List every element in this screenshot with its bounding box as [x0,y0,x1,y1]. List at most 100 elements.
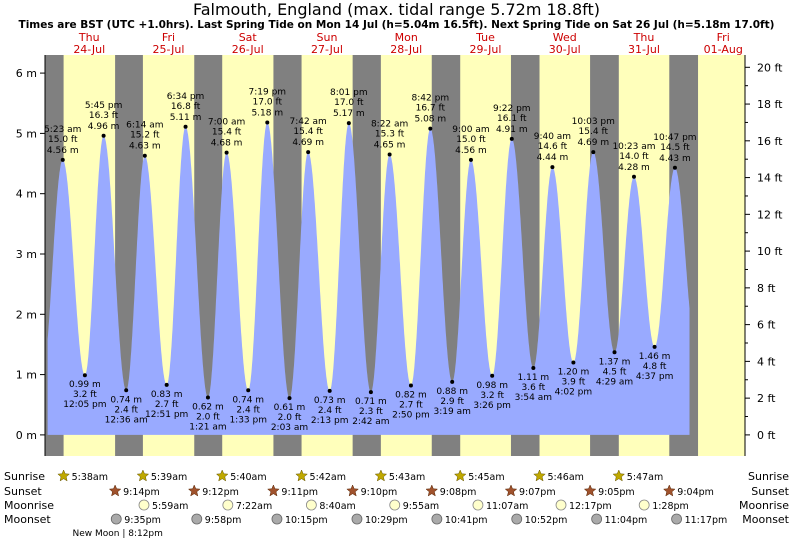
tide-time-label: 4:29 am [596,377,633,387]
moonset-icon [591,513,603,525]
sunset-time: 9:04pm [677,487,714,498]
tide-m-label: 4.91 m [496,125,528,135]
right-axis-label: 20 ft [757,61,783,74]
date-label: 26-Jul [232,43,264,56]
tide-ft-label: 15.4 ft [293,127,323,137]
row-label-left: Sunset [4,485,42,498]
tide-ft-label: 14.0 ft [619,152,649,162]
sunrise-time: 5:39am [151,472,187,483]
tide-m-label: 1.20 m [558,368,590,378]
tide-point [571,360,576,365]
sunset-time: 9:11pm [281,487,318,498]
row-label-left: Sunrise [4,470,45,483]
tide-time-label: 5:23 am [44,125,81,135]
row-label-left: Moonrise [4,499,54,512]
date-label: 30-Jul [549,43,581,56]
tide-ft-label: 16.8 ft [171,102,201,112]
date-label: 29-Jul [470,43,502,56]
moonrise-icon [305,499,317,511]
tide-ft-label: 3.9 ft [562,378,586,388]
sunrise-icon [215,469,229,482]
sunset-icon [267,484,280,497]
tide-point [509,136,514,141]
moonset-icon [431,513,443,525]
sunset-time: 9:12pm [202,487,239,498]
sunset-icon [108,484,122,497]
tide-time-label: 2:03 am [271,423,308,433]
day-of-week-label: Fri [717,31,730,44]
moonrise-time: 7:22am [236,501,272,512]
moonrise-icon [638,499,650,511]
tide-time-label: 2:50 pm [392,410,430,420]
moonset-time: 10:41pm [445,515,488,526]
left-axis-label: 6 m [16,67,37,80]
tide-point [101,133,106,138]
row-label-right: Moonset [742,513,789,526]
tide-point [550,165,555,170]
tide-ft-label: 2.7 ft [155,400,179,410]
tide-ft-label: 16.1 ft [497,114,527,124]
day-of-week-label: Fri [162,31,175,44]
tide-m-label: 0.88 m [436,387,468,397]
moonset-time: 11:04pm [605,515,648,526]
tide-ft-label: 17.0 ft [334,98,364,108]
sunrise-time: 5:46am [548,472,584,483]
moonrise-time: 1:28pm [652,501,689,512]
sunrise-icon [374,469,388,482]
sunrise-time: 5:45am [468,472,504,483]
day-of-week-label: Wed [553,31,577,44]
moonset-time: 10:52pm [525,515,568,526]
tide-ft-label: 3.2 ft [73,390,97,400]
tide-point [60,157,65,162]
sunrise-icon [533,469,546,482]
new-moon-label: New Moon | 8:12pm [72,529,162,539]
tide-point [368,390,373,395]
tide-point [387,152,392,157]
tide-time-label: 3:26 pm [473,401,511,411]
sunset-time: 9:14pm [123,487,160,498]
moonset-time: 9:58pm [205,515,242,526]
sunset-icon [187,484,201,497]
tide-ft-label: 2.4 ft [114,405,138,415]
row-label-right: Sunset [751,485,789,498]
date-label: 28-Jul [390,43,422,56]
moonrise-icon [389,499,401,511]
tide-point [327,388,332,393]
tide-ft-label: 14.5 ft [660,143,690,153]
tide-ft-label: 15.2 ft [130,131,160,141]
tide-ft-label: 2.0 ft [278,413,302,423]
tide-m-label: 4.44 m [537,153,569,163]
tide-m-label: 0.82 m [395,390,427,400]
left-axis-label: 3 m [16,248,37,261]
chart-subtitle: Times are BST (UTC +1.0hrs). Last Spring… [18,19,775,31]
tide-ft-label: 15.3 ft [375,129,405,139]
day-band [698,55,745,456]
tide-m-label: 5.11 m [170,113,202,123]
sunrise-time: 5:43am [389,472,425,483]
tide-ft-label: 2.4 ft [236,405,260,415]
tide-point [164,382,169,387]
tide-m-label: 0.73 m [314,396,346,406]
tide-point [591,150,596,155]
right-axis-label: 6 ft [757,319,776,332]
tide-ft-label: 2.0 ft [196,413,220,423]
tide-m-label: 4.69 m [292,138,324,148]
tide-m-label: 1.37 m [599,357,631,367]
moonset-time: 10:29pm [365,515,408,526]
sunrise-icon [453,469,467,482]
tide-m-label: 0.83 m [151,390,183,400]
sunrise-icon [295,469,308,482]
tide-time-label: 1:33 pm [229,415,267,425]
tide-point [612,350,617,355]
date-label: 31-Jul [628,43,660,56]
sunset-time: 9:10pm [361,487,398,498]
moonset-icon [271,513,283,525]
day-of-week-label: Tue [475,31,495,44]
tide-point [306,150,311,155]
tide-point [265,120,270,125]
day-of-week-label: Mon [395,31,418,44]
left-axis-label: 5 m [16,127,37,140]
tide-point [346,121,351,126]
right-axis-label: 18 ft [757,98,783,111]
